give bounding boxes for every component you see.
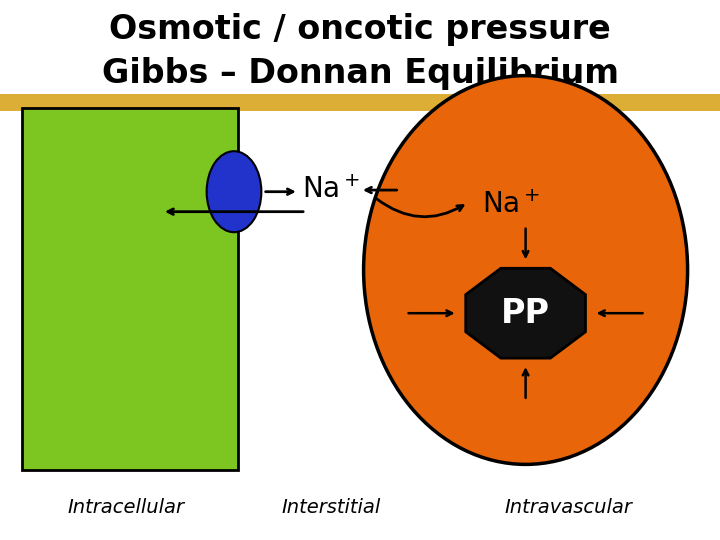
Bar	[22, 108, 238, 470]
Bar	[0, 94, 720, 111]
Text: Gibbs – Donnan Equilibrium: Gibbs – Donnan Equilibrium	[102, 57, 618, 90]
Text: Intravascular: Intravascular	[505, 498, 633, 517]
Polygon shape	[466, 268, 585, 358]
Text: Osmotic / oncotic pressure: Osmotic / oncotic pressure	[109, 14, 611, 46]
Text: Na$^+$: Na$^+$	[482, 191, 541, 219]
Ellipse shape	[364, 76, 688, 464]
Text: Interstitial: Interstitial	[282, 498, 381, 517]
Text: PP: PP	[501, 296, 550, 330]
Text: Na$^+$: Na$^+$	[302, 176, 361, 204]
Text: Intracellular: Intracellular	[68, 498, 184, 517]
Ellipse shape	[207, 151, 261, 232]
